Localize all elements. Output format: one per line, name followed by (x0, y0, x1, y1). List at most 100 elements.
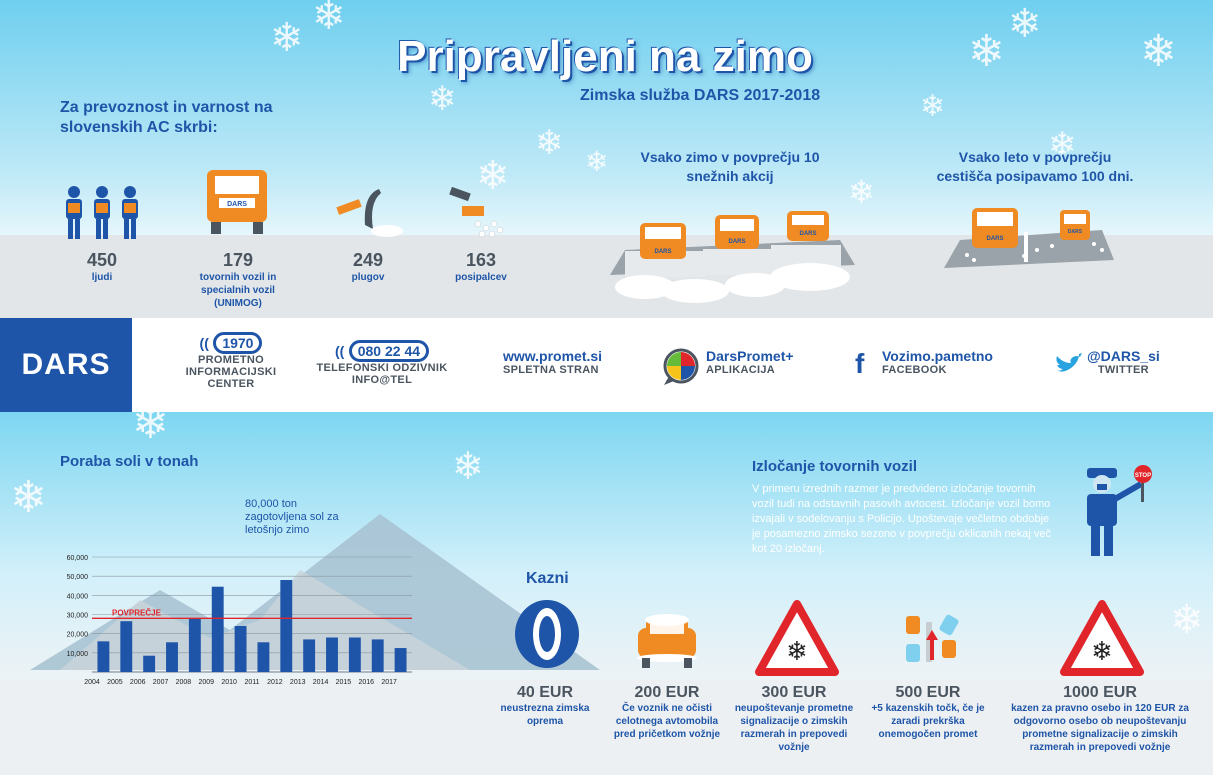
y-tick-label: 60,000 (67, 555, 89, 562)
snowflake-icon: ❄ (476, 154, 510, 198)
x-tick-label: 2004 (84, 679, 100, 686)
bar (257, 642, 270, 672)
phone-number[interactable]: 1970 (213, 332, 263, 354)
x-tick-label: 2012 (267, 679, 283, 686)
snowflake-icon: ❄ (452, 446, 484, 488)
police-officer-icon: STOP (1087, 465, 1152, 556)
x-tick-label: 2007 (153, 679, 169, 686)
stat-vehicles: 179 tovornih vozil in specialnih vozil (… (192, 250, 284, 310)
dars-logo: DARS (0, 318, 132, 412)
fine-item: 500 EUR +5 kazenskih točk, če je zaradi … (868, 684, 988, 741)
traffic-jam-icon (906, 614, 959, 662)
website-link[interactable]: www.promet.si (503, 348, 603, 364)
truck-icon: DARS (207, 170, 267, 234)
stop-sign-label: STOP (1135, 473, 1151, 479)
contact-app[interactable]: DarsPromet+ APLIKACIJA (706, 348, 794, 376)
fine-item: 200 EUR Če voznik ne očisti celotnega av… (612, 684, 722, 741)
fine-item: 40 EUR neustrezna zimska oprema (490, 684, 600, 728)
plow-icon (336, 189, 403, 237)
workers-icon (66, 186, 138, 239)
spreader-icon (449, 186, 504, 238)
salt-chart-title: Poraba soli v tonah (60, 453, 199, 470)
y-tick-label: 10,000 (67, 651, 89, 658)
contact-twitter[interactable]: @DARS_si TWITTER (1087, 348, 1160, 376)
fine-amount: 500 EUR (895, 684, 961, 701)
snowflake-icon: ❄ (10, 473, 47, 522)
svg-text:❄: ❄ (786, 637, 808, 667)
warning-sign-snow-icon: ❄ (755, 600, 839, 676)
stat-people: 450 ljudi (62, 250, 142, 284)
y-tick-label: 30,000 (67, 613, 89, 620)
bar (280, 580, 293, 672)
twitter-handle[interactable]: @DARS_si (1087, 348, 1160, 364)
svg-text:❄: ❄ (1091, 637, 1113, 667)
twitter-icon (1055, 353, 1082, 372)
stat-plows: 249 plugov (330, 250, 406, 284)
bar (120, 621, 133, 672)
contact-label: APLIKACIJA (706, 364, 776, 376)
stat-number: 163 (465, 250, 497, 270)
snowflake-icon: ❄ (585, 146, 609, 177)
contact-info-center[interactable]: (( 1970 PROMETNO INFORMACIJSKI CENTER (172, 332, 290, 390)
contact-label: SPLETNA STRAN (503, 364, 599, 376)
stat-label: ljudi (91, 272, 113, 283)
truck-label: DARS (986, 236, 1003, 242)
fine-amount: 1000 EUR (1063, 684, 1137, 701)
bar (234, 626, 247, 672)
bar (348, 637, 361, 672)
stat-number: 249 (352, 250, 384, 270)
fine-description: +5 kazenskih točk, če je zaradi prekrška… (871, 703, 985, 740)
fine-description: Če voznik ne očisti celotnega avtomobila… (613, 703, 721, 740)
bar (143, 655, 156, 672)
stat-number: 450 (86, 250, 118, 270)
contact-label: INFORMACIJSKI (185, 366, 277, 378)
snowflake-icon: ❄ (312, 0, 346, 38)
mountain-shape (60, 570, 470, 670)
exclusion-title: Izločanje tovornih vozil (752, 458, 918, 475)
contact-label: PROMETNO (198, 354, 264, 366)
phone-number[interactable]: 080 22 44 (348, 340, 430, 362)
contact-website[interactable]: www.promet.si SPLETNA STRAN (503, 348, 602, 376)
x-tick-label: 2015 (336, 679, 352, 686)
intro-text: Za prevoznost in varnost na slovenskih A… (60, 99, 273, 136)
contact-strip (0, 318, 1213, 412)
truck-label: DARS (654, 249, 671, 255)
snowflake-icon: ❄ (1170, 598, 1204, 642)
truck-label: DARS (728, 239, 745, 245)
facebook-link[interactable]: Vozimo.pametno (882, 348, 993, 364)
x-tick-label: 2016 (358, 679, 374, 686)
snowflake-icon: ❄ (920, 90, 946, 123)
y-tick-label: 40,000 (67, 593, 89, 600)
fine-item: 300 EUR neupoštevanje prometne signaliza… (734, 684, 854, 754)
y-tick-label: 50,000 (67, 574, 89, 581)
warning-sign-snow-icon: ❄ (1060, 600, 1144, 676)
tire-icon (515, 600, 579, 668)
exclusion-text: V primeru izrednih razmer je predvideno … (752, 483, 1051, 555)
fine-amount: 40 EUR (516, 684, 574, 701)
x-tick-label: 2009 (198, 679, 214, 686)
bar (394, 648, 407, 672)
salt-spreading-illustration: DARS DARS (944, 208, 1114, 268)
snowflake-icon: ❄ (1008, 2, 1042, 46)
contact-label: TELEFONSKI ODZIVNIK (316, 362, 448, 374)
fine-description: neupoštevanje prometne signalizacije o z… (734, 703, 854, 753)
contact-label: CENTER (207, 378, 255, 390)
fine-amount: 300 EUR (761, 684, 827, 701)
stat-label: tovornih vozil in specialnih vozil (UNIM… (199, 272, 277, 309)
winter-average-text: Vsako zimo v povprečju 10 snežnih akcij (640, 149, 820, 184)
snowflake-icon: ❄ (848, 174, 875, 210)
truck-label: DARS (799, 231, 816, 237)
stat-label: posipalcev (455, 272, 507, 283)
app-name[interactable]: DarsPromet+ (706, 348, 794, 364)
x-tick-label: 2005 (107, 679, 123, 686)
page-subtitle: Zimska služba DARS 2017-2018 (580, 87, 821, 104)
contact-facebook[interactable]: Vozimo.pametno FACEBOOK (882, 348, 993, 376)
snowy-car-icon (637, 614, 697, 668)
x-tick-label: 2008 (176, 679, 192, 686)
contact-answering-machine[interactable]: (( 080 22 44 TELEFONSKI ODZIVNIK INFO@TE… (312, 340, 452, 386)
snowflake-icon: ❄ (1140, 27, 1177, 76)
snow-plow-convoy-illustration: DARS DARS DARS (610, 211, 855, 303)
summer-average-text: Vsako leto v povprečju cestišča posipava… (936, 149, 1134, 184)
stat-label: plugov (351, 272, 385, 283)
bar (303, 639, 316, 672)
